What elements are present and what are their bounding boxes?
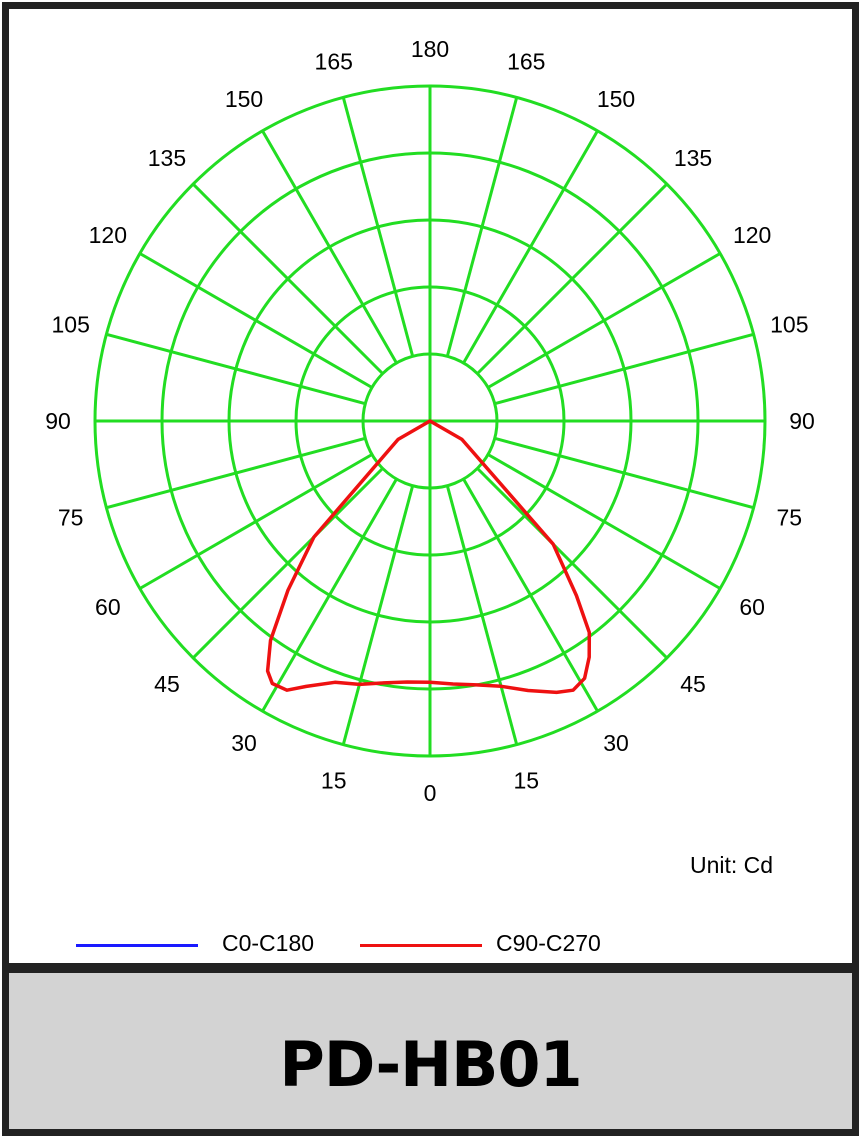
angle-tick-label: 120	[89, 222, 127, 248]
grid-spoke	[476, 467, 668, 659]
grid-spoke	[192, 467, 384, 659]
grid-spoke	[476, 183, 668, 375]
series-curves	[265, 419, 592, 695]
angle-tick-label: 15	[513, 767, 539, 793]
legend-item-c90: C90-C270	[360, 928, 660, 958]
angle-tick-label: 165	[507, 49, 545, 75]
angle-tick-label: 150	[225, 86, 263, 112]
polar-grid	[93, 84, 767, 758]
legend-label: C0-C180	[222, 930, 315, 956]
angle-tick-label: 45	[680, 671, 706, 697]
grid-spoke	[106, 436, 366, 510]
grid-spoke	[462, 130, 599, 364]
angle-tick-label: 45	[154, 671, 180, 697]
legend-swatch	[76, 944, 198, 947]
grid-spoke	[261, 478, 398, 712]
grid-spoke	[139, 453, 373, 590]
series-curve-1	[265, 419, 592, 695]
angle-tick-label: 105	[770, 312, 808, 338]
grid-spoke	[341, 485, 415, 745]
unit-label: Unit: Cd	[690, 852, 774, 878]
grid-spoke	[445, 485, 519, 745]
angle-tick-label: 135	[674, 145, 712, 171]
angle-tick-label: 135	[148, 145, 186, 171]
angle-tick-label: 60	[95, 594, 121, 620]
angle-tick-label: 30	[231, 730, 257, 756]
angle-tick-label: 75	[777, 504, 803, 530]
angle-labels: 180 1651501351201059075604530150153045607…	[45, 36, 815, 806]
angle-tick-label: 105	[51, 312, 89, 338]
angle-tick-label: 150	[597, 86, 635, 112]
grid-spoke	[494, 436, 754, 510]
frame-divider	[9, 963, 852, 973]
grid-spoke	[487, 252, 721, 389]
grid-spoke	[494, 332, 754, 406]
legend-item-c0: C0-C180	[76, 928, 346, 958]
angle-tick-label: 30	[603, 730, 629, 756]
angle-tick-label: 90	[789, 408, 815, 434]
angle-tick-label: 90	[45, 408, 71, 434]
legend-swatch	[360, 944, 482, 947]
grid-spoke	[341, 97, 415, 357]
title-band	[9, 973, 852, 1129]
grid-spoke	[261, 130, 398, 364]
grid-spoke	[445, 97, 519, 357]
angle-tick-label: 180	[411, 36, 449, 62]
angle-tick-label: 60	[739, 594, 765, 620]
grid-spoke	[106, 332, 366, 406]
legend-label: C90-C270	[496, 930, 601, 956]
angle-tick-label: 75	[58, 504, 84, 530]
grid-spoke	[192, 183, 384, 375]
angle-tick-label: 15	[321, 767, 347, 793]
grid-spoke	[487, 453, 721, 590]
model-title: PD-HB01	[279, 1028, 582, 1101]
grid-spoke	[462, 478, 599, 712]
polar-candela-chart: 180 1651501351201059075604530150153045607…	[45, 36, 815, 806]
angle-tick-label: 0	[424, 780, 437, 806]
angle-tick-label: 165	[315, 49, 353, 75]
grid-spoke	[139, 252, 373, 389]
angle-tick-label: 120	[733, 222, 771, 248]
